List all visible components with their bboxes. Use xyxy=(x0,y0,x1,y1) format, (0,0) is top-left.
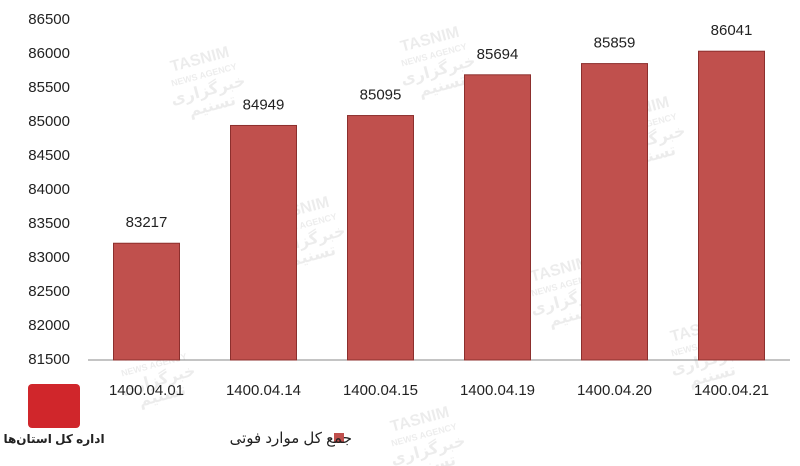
bar xyxy=(230,124,297,361)
value-label: 84949 xyxy=(243,96,285,113)
x-tick-label: 1400.04.01 xyxy=(109,382,184,399)
y-tick-label: 83000 xyxy=(28,249,70,266)
value-label: 86041 xyxy=(711,22,753,39)
value-label: 85095 xyxy=(360,87,402,104)
bar xyxy=(581,63,648,361)
y-tick-label: 82000 xyxy=(28,317,70,334)
y-tick-label: 82500 xyxy=(28,283,70,300)
logo: اداره کل استان‌ها xyxy=(3,384,105,446)
x-tick-label: 1400.04.15 xyxy=(343,382,418,399)
y-tick-label: 85500 xyxy=(28,79,70,96)
bar xyxy=(113,242,180,361)
bar xyxy=(347,115,414,361)
bar xyxy=(698,50,765,361)
logo-caption: اداره کل استان‌ها xyxy=(3,432,104,446)
x-tick-label: 1400.04.14 xyxy=(226,382,301,399)
value-label: 85859 xyxy=(594,35,636,52)
x-tick-label: 1400.04.20 xyxy=(577,382,652,399)
y-tick-label: 85000 xyxy=(28,113,70,130)
legend-swatch xyxy=(334,433,344,443)
y-tick-label: 81500 xyxy=(28,351,70,368)
y-tick-label: 84500 xyxy=(28,147,70,164)
legend-label: جمع کل موارد فوتی xyxy=(230,430,352,447)
y-tick-label: 83500 xyxy=(28,215,70,232)
logo-box xyxy=(28,384,80,428)
value-label: 83217 xyxy=(126,214,168,231)
y-tick-label: 86500 xyxy=(28,11,70,28)
x-tick-label: 1400.04.19 xyxy=(460,382,535,399)
y-tick-label: 86000 xyxy=(28,45,70,62)
bar xyxy=(464,74,531,361)
value-label: 85694 xyxy=(477,46,519,63)
y-tick-label: 84000 xyxy=(28,181,70,198)
x-tick-label: 1400.04.21 xyxy=(694,382,769,399)
